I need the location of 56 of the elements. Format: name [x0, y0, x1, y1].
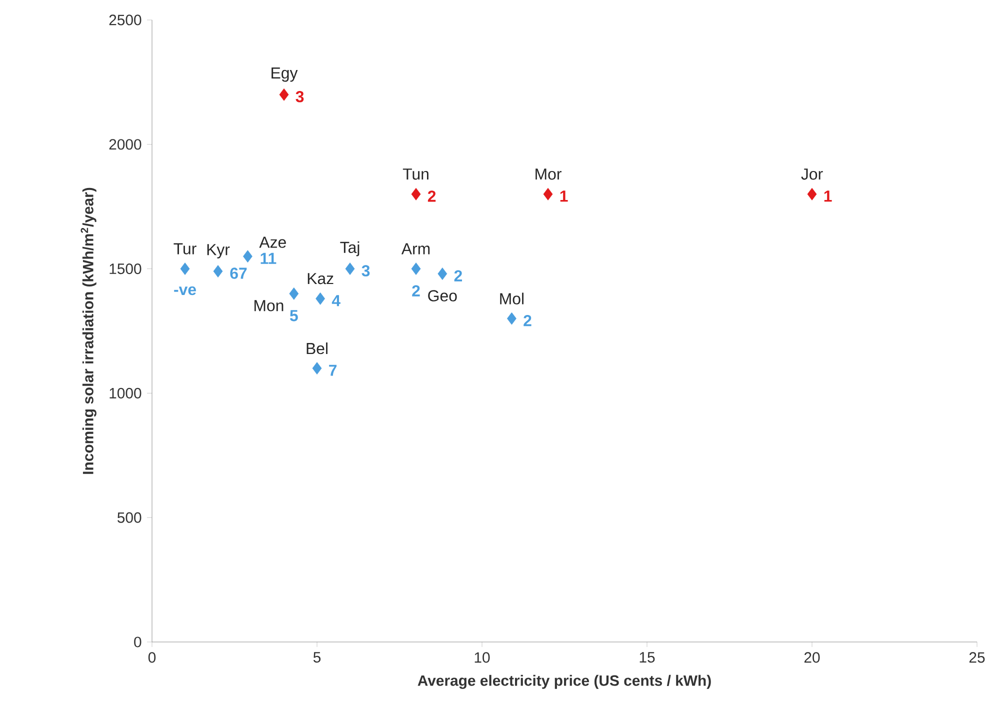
x-tick-label: 20	[804, 652, 820, 663]
point	[312, 362, 322, 374]
y-tick-label: 0	[134, 636, 142, 648]
x-tick-label: 25	[969, 652, 985, 663]
annotation: Arm	[401, 243, 430, 254]
point	[180, 262, 190, 275]
annotation: -ve	[174, 286, 196, 296]
point	[807, 188, 817, 200]
point	[543, 188, 553, 200]
annotation: 11	[260, 252, 276, 264]
annotation: 5	[290, 310, 298, 322]
annotation: Geo	[428, 290, 457, 302]
y-tick-label: 2000	[109, 139, 142, 150]
annotation: Bel	[306, 342, 328, 354]
annotation: 2	[524, 314, 532, 326]
annotation: Aze	[259, 236, 286, 248]
annotation: 2	[412, 285, 420, 296]
point	[213, 265, 223, 278]
annotation: Mon	[254, 300, 284, 312]
annotation: 3	[296, 90, 304, 102]
annotation: Jor	[801, 168, 823, 180]
annotation: Egy	[272, 67, 298, 82]
annotation: Tun	[402, 168, 428, 180]
y-tick-label: 500	[117, 512, 142, 523]
y-axis-title: Incoming solar irradiation (kWh/m$^{2}$/year)	[80, 188, 96, 474]
point	[289, 287, 299, 300]
annotation: Kaz	[308, 273, 334, 284]
point	[507, 312, 516, 325]
point	[316, 292, 326, 305]
x-tick-label: 5	[313, 652, 321, 663]
annotation: 4	[332, 295, 340, 306]
annotation: 7	[329, 364, 337, 376]
point	[345, 262, 355, 275]
point	[411, 262, 421, 275]
point	[438, 268, 448, 280]
y-tick-label: 1500	[110, 263, 142, 274]
annotation: 1	[824, 190, 832, 202]
annotation: Kyr	[207, 244, 230, 258]
x-tick-label: 10	[474, 652, 490, 663]
point	[279, 88, 289, 101]
annotation: Mol	[500, 292, 524, 304]
x-tick-label: 15	[640, 652, 655, 663]
y-tick-label: 1000	[110, 388, 142, 398]
x-tick-label: 0	[148, 652, 156, 663]
annotation: Mor	[536, 168, 562, 180]
annotation: 67	[230, 268, 247, 279]
annotation: Tur	[174, 243, 196, 254]
annotation: 1	[560, 190, 568, 202]
x-axis-title: Average electricity price (US cents / kWh)	[418, 674, 711, 689]
annotation: Taj	[340, 241, 360, 256]
annotation: 2	[428, 190, 436, 202]
y-tick-label: 2500	[109, 14, 142, 26]
annotation: 2	[454, 270, 462, 282]
annotation: 3	[362, 265, 370, 276]
point	[243, 250, 252, 263]
point	[411, 188, 421, 200]
